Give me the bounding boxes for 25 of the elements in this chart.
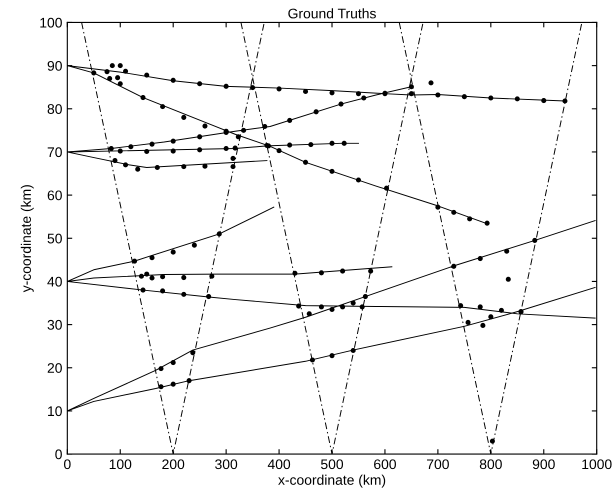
y-axis-title: y-coordinate (km): [20, 185, 34, 292]
x-tick-label: 700: [427, 459, 449, 470]
y-tick-label: 30: [48, 320, 62, 330]
y-tick-label: 60: [48, 190, 62, 200]
x-tick-label: 0: [64, 459, 71, 470]
x-tick-label: 600: [374, 459, 396, 470]
x-tick-label: 300: [215, 459, 238, 470]
x-axis-title: x-coordinate (km): [278, 474, 386, 488]
x-tick-label: 200: [162, 459, 184, 470]
y-tick-label: 90: [48, 60, 62, 71]
x-tick-label: 500: [320, 459, 344, 470]
y-tick-label: 10: [48, 406, 62, 416]
y-tick-label: 0: [55, 449, 62, 460]
x-tick-label: 400: [268, 459, 290, 470]
x-tick-label: 1000: [582, 459, 612, 470]
y-tick-label: 40: [47, 276, 62, 287]
x-tick-label: 100: [110, 459, 132, 470]
y-tick-label: 80: [48, 104, 62, 114]
y-tick-label: 70: [48, 147, 62, 158]
y-tick-label: 20: [48, 363, 62, 373]
y-tick-label: 100: [40, 18, 62, 28]
y-tick-label: 50: [48, 234, 62, 244]
chart-title: Ground Truths: [288, 8, 376, 18]
x-tick-label: 800: [480, 459, 502, 470]
x-tick-label: 900: [532, 459, 555, 470]
